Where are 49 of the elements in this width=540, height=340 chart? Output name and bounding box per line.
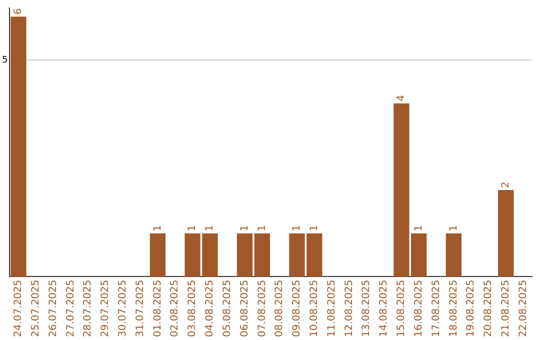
x-tick-label: 08.08.2025 xyxy=(274,280,286,338)
x-tick-label: 10.08.2025 xyxy=(308,280,320,338)
data-label: 1 xyxy=(204,225,216,232)
x-tick-label: 05.08.2025 xyxy=(222,280,233,338)
x-tick-label: 22.08.2025 xyxy=(518,280,529,338)
data-label: 1 xyxy=(448,225,460,232)
data-label: 1 xyxy=(256,225,268,232)
x-tick-label: 18.08.2025 xyxy=(448,280,460,338)
x-tick-label: 14.08.2025 xyxy=(378,280,390,338)
bar xyxy=(236,233,253,277)
x-tick-label: 20.08.2025 xyxy=(483,280,494,338)
x-tick-label: 25.07.2025 xyxy=(30,280,42,338)
x-tick-label: 06.08.2025 xyxy=(239,280,250,338)
x-tick-label: 30.07.2025 xyxy=(117,280,128,338)
x-tick-label: 21.08.2025 xyxy=(500,280,512,338)
x-tick-label: 17.08.2025 xyxy=(430,280,442,338)
x-tick-label: 31.07.2025 xyxy=(134,280,146,338)
x-tick-label: 24.07.2025 xyxy=(13,280,24,338)
data-label: 1 xyxy=(187,225,198,232)
x-tick-label: 12.08.2025 xyxy=(344,280,355,338)
data-label: 6 xyxy=(13,8,24,15)
data-label: 1 xyxy=(308,225,320,232)
bar xyxy=(498,190,514,277)
y-tick-label: 5 xyxy=(2,55,8,66)
bar xyxy=(10,16,26,277)
x-tick-label: 27.07.2025 xyxy=(65,280,76,338)
data-label: 1 xyxy=(239,225,250,232)
x-tick-label: 11.08.2025 xyxy=(326,280,338,338)
data-label: 1 xyxy=(152,225,164,232)
data-label: 4 xyxy=(396,94,408,102)
data-label: 2 xyxy=(500,182,512,188)
data-label: 1 xyxy=(292,225,303,232)
data-label: 1 xyxy=(413,225,424,232)
x-tick-label: 03.08.2025 xyxy=(187,280,198,338)
bar xyxy=(150,233,166,277)
x-tick-label: 02.08.2025 xyxy=(170,280,181,338)
bar xyxy=(254,233,270,277)
x-tick-label: 04.08.2025 xyxy=(204,280,216,338)
x-tick-label: 19.08.2025 xyxy=(466,280,477,338)
x-tick-label: 26.07.2025 xyxy=(48,280,59,338)
x-tick-label: 13.08.2025 xyxy=(361,280,372,338)
bar xyxy=(446,233,462,277)
x-tick-label: 01.08.2025 xyxy=(152,280,164,338)
x-tick-label: 09.08.2025 xyxy=(292,280,303,338)
x-tick-label: 15.08.2025 xyxy=(396,280,408,338)
x-tick-label: 29.07.2025 xyxy=(100,280,112,338)
x-tick-label: 07.08.2025 xyxy=(256,280,268,338)
x-tick-label: 28.07.2025 xyxy=(82,280,94,338)
x-tick-label: 16.08.2025 xyxy=(413,280,424,338)
